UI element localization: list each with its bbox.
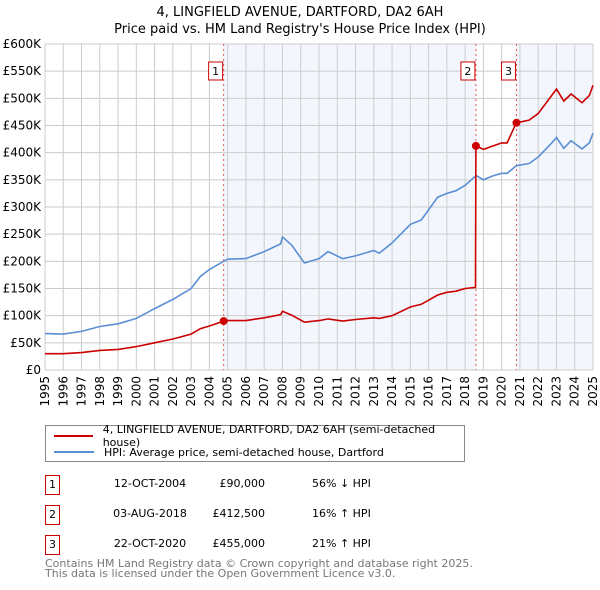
legend-swatch-hpi <box>54 451 94 453</box>
sale-label: 1 <box>212 65 219 78</box>
y-tick-label: £550K <box>3 64 43 78</box>
x-tick-label: 2017 <box>440 376 454 407</box>
property-series-line <box>45 85 594 355</box>
sale-point <box>471 141 480 150</box>
y-tick-label: £350K <box>3 173 43 187</box>
x-tick-label: 2024 <box>568 376 582 407</box>
y-tick-label: £100K <box>3 309 43 323</box>
x-tick-label: 2007 <box>257 376 271 407</box>
chart-title: 4, LINGFIELD AVENUE, DARTFORD, DA2 6AH <box>157 5 444 20</box>
sale-row: 2 03-AUG-2018 £412,500 16% ↑ HPI <box>45 505 465 525</box>
legend-label-hpi: HPI: Average price, semi-detached house,… <box>104 445 384 459</box>
x-tick-label: 2022 <box>531 376 545 407</box>
sale-hpi-diff: 21% ↑ HPI <box>312 537 371 550</box>
y-tick-label: £450K <box>3 119 43 133</box>
y-tick-label: £150K <box>3 282 43 296</box>
price-chart: 4, LINGFIELD AVENUE, DARTFORD, DA2 6AH P… <box>3 5 600 407</box>
y-tick-label: £500K <box>3 91 43 105</box>
sale-date: 22-OCT-2020 <box>113 537 187 550</box>
x-tick-label: 1999 <box>111 376 125 407</box>
sale-date: 12-OCT-2004 <box>113 477 187 490</box>
y-tick-label: £200K <box>3 254 43 268</box>
x-tick-label: 2005 <box>221 376 235 407</box>
sale-label: 2 <box>464 65 471 78</box>
y-tick-label: £0 <box>26 363 41 377</box>
sale-price: £455,000 <box>212 537 266 550</box>
footer-line-2: This data is licensed under the Open Gov… <box>45 567 396 580</box>
x-tick-label: 2021 <box>513 376 527 407</box>
sale-row: 3 22-OCT-2020 £455,000 21% ↑ HPI <box>45 535 465 555</box>
x-tick-label: 2018 <box>458 376 472 407</box>
x-tick-label: 2014 <box>385 376 399 407</box>
sale-date: 03-AUG-2018 <box>113 507 187 520</box>
sale-label: 3 <box>505 65 512 78</box>
x-tick-label: 2009 <box>294 376 308 407</box>
sale-price: £412,500 <box>212 507 266 520</box>
sale-label-box <box>460 61 476 81</box>
x-tick-label: 2002 <box>166 376 180 407</box>
sale-point <box>512 118 521 127</box>
sale-number-badge: 3 <box>45 535 60 555</box>
sale-hpi-diff: 56% ↓ HPI <box>312 477 371 490</box>
y-tick-label: £400K <box>3 146 43 160</box>
y-tick-label: £50K <box>10 336 42 350</box>
x-tick-label: 1998 <box>93 376 107 407</box>
x-tick-label: 1995 <box>38 376 52 407</box>
y-tick-label: £600K <box>3 37 43 51</box>
x-tick-label: 2019 <box>476 376 490 407</box>
x-tick-label: 2010 <box>312 376 326 407</box>
sale-number-badge: 2 <box>45 505 60 525</box>
hpi-series-line <box>44 132 594 335</box>
x-tick-label: 2000 <box>129 376 143 407</box>
x-tick-label: 2012 <box>349 376 363 407</box>
sale-point <box>219 317 228 326</box>
sale-price: £90,000 <box>219 477 266 490</box>
x-tick-label: 2025 <box>586 376 600 407</box>
x-tick-label: 2016 <box>422 376 436 407</box>
chart-subtitle: Price paid vs. HM Land Registry's House … <box>114 22 486 37</box>
x-tick-label: 2008 <box>275 376 289 407</box>
x-tick-label: 2001 <box>148 376 162 407</box>
x-tick-label: 2023 <box>549 376 563 407</box>
x-tick-label: 2011 <box>330 376 344 407</box>
footer-line-1: Contains HM Land Registry data © Crown c… <box>45 557 473 570</box>
y-tick-label: £300K <box>3 200 43 214</box>
x-tick-label: 1997 <box>75 376 89 407</box>
x-tick-label: 2003 <box>184 376 198 407</box>
x-tick-label: 1996 <box>56 376 70 407</box>
x-tick-label: 2020 <box>495 376 509 407</box>
sale-hpi-diff: 16% ↑ HPI <box>312 507 371 520</box>
sale-number-badge: 1 <box>45 475 60 495</box>
legend-swatch-property <box>54 435 93 437</box>
legend-label-property: 4, LINGFIELD AVENUE, DARTFORD, DA2 6AH (… <box>102 423 436 449</box>
footer-attribution: Contains HM Land Registry data © Crown c… <box>45 557 473 580</box>
legend: 4, LINGFIELD AVENUE, DARTFORD, DA2 6AH (… <box>45 423 465 462</box>
sale-label-box <box>208 61 224 81</box>
y-tick-label: £250K <box>3 227 43 241</box>
x-tick-label: 2013 <box>367 376 381 407</box>
legend-item-property: 4, LINGFIELD AVENUE, DARTFORD, DA2 6AH (… <box>54 423 464 449</box>
sale-row: 1 12-OCT-2004 £90,000 56% ↓ HPI <box>45 475 465 495</box>
x-tick-label: 2006 <box>239 376 253 407</box>
sale-label-box <box>500 61 516 81</box>
x-tick-label: 2004 <box>202 376 216 407</box>
x-tick-label: 2015 <box>403 376 417 407</box>
legend-item-hpi: HPI: Average price, semi-detached house,… <box>54 445 384 459</box>
